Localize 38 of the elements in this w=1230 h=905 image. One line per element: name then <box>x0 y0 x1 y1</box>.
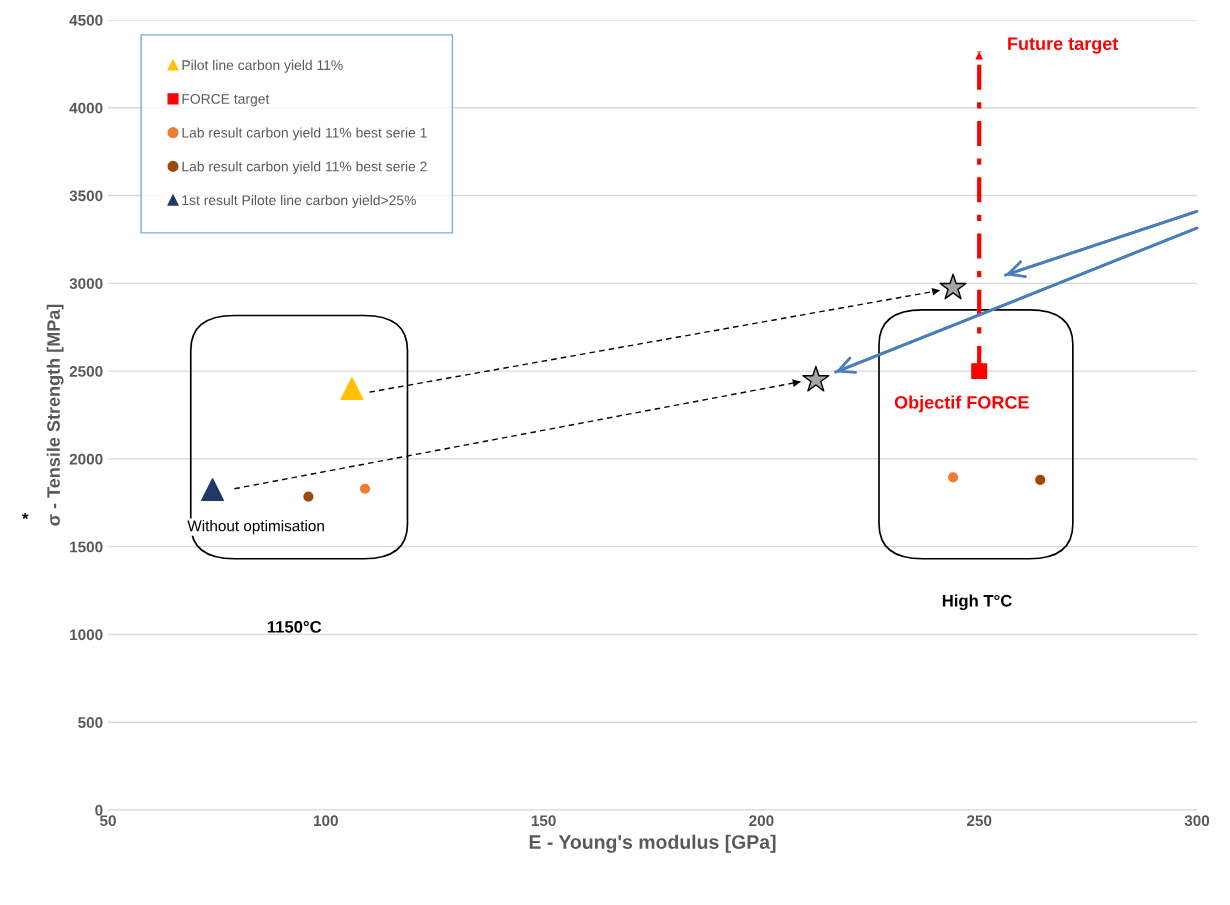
legend-label: Pilot line carbon yield 11% <box>182 59 343 73</box>
y-tick-label: 0 <box>95 804 103 816</box>
annotation: Future target <box>1008 37 1119 54</box>
y-tick-label: 500 <box>78 717 103 728</box>
y-tick-label: 2000 <box>69 453 103 465</box>
point <box>802 365 830 392</box>
y-tick-label: 2500 <box>69 365 103 377</box>
x-tick-label: 250 <box>966 815 992 827</box>
y-axis-title: σ - Tensile Strength [MPa] <box>46 304 64 526</box>
point <box>971 363 988 380</box>
x-tick-label: 150 <box>531 815 556 827</box>
y-tick-label: 3000 <box>69 278 103 290</box>
y-tick-label: 4500 <box>69 14 103 26</box>
point <box>201 478 224 502</box>
point <box>939 273 967 300</box>
point <box>340 377 364 401</box>
y-tick-label: 4000 <box>69 102 103 114</box>
legend-label: Lab result carbon yield 11% best serie 2 <box>182 161 427 175</box>
x-axis-title: E - Young's modulus [GPa] <box>529 834 776 853</box>
x-tick-label: 300 <box>1184 815 1210 827</box>
x-tick-label: 50 <box>99 815 116 827</box>
text: * <box>22 512 29 520</box>
point <box>303 491 314 502</box>
annotation: High T°C <box>942 594 1012 611</box>
legend-label: 1st result Pilote line carbon yield>25% <box>182 194 416 208</box>
point <box>1035 474 1046 486</box>
point <box>947 472 959 483</box>
y-tick-label: 1000 <box>70 629 103 641</box>
annotation: Without optimisation <box>187 520 324 535</box>
annotation: 1150°C <box>267 620 322 633</box>
legend-label: FORCE target <box>182 93 270 107</box>
point <box>359 483 371 494</box>
annotation: Objectif FORCE <box>894 395 1029 413</box>
x-tick-label: 200 <box>749 815 774 827</box>
legend-label: Lab result carbon yield 11% best serie 1 <box>182 127 427 141</box>
x-tick-label: 100 <box>314 815 338 827</box>
y-tick-label: 3500 <box>69 190 103 202</box>
y-tick-label: 1500 <box>70 541 103 553</box>
